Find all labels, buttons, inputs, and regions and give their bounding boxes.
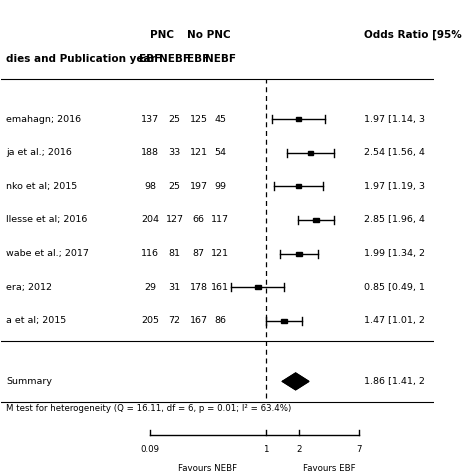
Text: 29: 29 [145, 283, 156, 292]
Text: 121: 121 [190, 148, 208, 157]
Text: 7: 7 [356, 445, 362, 454]
Text: 121: 121 [211, 249, 229, 258]
Text: 1.97 [1.14, 3: 1.97 [1.14, 3 [365, 115, 425, 124]
FancyBboxPatch shape [308, 151, 313, 155]
Text: 117: 117 [211, 216, 229, 225]
Text: EBF: EBF [187, 54, 210, 64]
Text: 125: 125 [190, 115, 208, 124]
FancyBboxPatch shape [295, 184, 301, 188]
Text: 33: 33 [168, 148, 181, 157]
Text: 1.86 [1.41, 2: 1.86 [1.41, 2 [365, 377, 425, 386]
Text: wabe et al.; 2017: wabe et al.; 2017 [6, 249, 89, 258]
Text: Favours NEBF: Favours NEBF [178, 465, 237, 474]
Text: EBF: EBF [139, 54, 162, 64]
Text: 1: 1 [263, 445, 269, 454]
Text: 1.97 [1.19, 3: 1.97 [1.19, 3 [365, 182, 425, 191]
FancyBboxPatch shape [313, 218, 319, 222]
Text: NEBF: NEBF [159, 54, 190, 64]
Text: 54: 54 [214, 148, 226, 157]
Text: 25: 25 [168, 115, 181, 124]
Text: dies and Publication year: dies and Publication year [6, 54, 156, 64]
Text: 127: 127 [165, 216, 183, 225]
FancyBboxPatch shape [282, 319, 287, 323]
Text: 1.99 [1.34, 2: 1.99 [1.34, 2 [365, 249, 425, 258]
Text: 137: 137 [141, 115, 159, 124]
FancyBboxPatch shape [296, 252, 302, 255]
Text: ja et al.; 2016: ja et al.; 2016 [6, 148, 72, 157]
Text: 188: 188 [141, 148, 159, 157]
Text: 2.85 [1.96, 4: 2.85 [1.96, 4 [365, 216, 425, 225]
Text: Summary: Summary [6, 377, 52, 386]
Text: 72: 72 [168, 316, 181, 325]
Text: 167: 167 [190, 316, 208, 325]
Text: 1.47 [1.01, 2: 1.47 [1.01, 2 [365, 316, 425, 325]
Text: 87: 87 [192, 249, 204, 258]
Text: PNC: PNC [150, 30, 174, 40]
Text: 178: 178 [190, 283, 208, 292]
Text: 99: 99 [214, 182, 226, 191]
Text: 86: 86 [214, 316, 226, 325]
Text: 25: 25 [168, 182, 181, 191]
Text: 2: 2 [296, 445, 302, 454]
Text: era; 2012: era; 2012 [6, 283, 52, 292]
Text: NEBF: NEBF [205, 54, 236, 64]
Text: Favours EBF: Favours EBF [303, 465, 356, 474]
Text: 0.85 [0.49, 1: 0.85 [0.49, 1 [365, 283, 425, 292]
Text: 197: 197 [190, 182, 208, 191]
Text: 205: 205 [141, 316, 159, 325]
Text: 31: 31 [168, 283, 181, 292]
Text: llesse et al; 2016: llesse et al; 2016 [6, 216, 88, 225]
Text: 0.09: 0.09 [140, 445, 160, 454]
Text: No PNC: No PNC [188, 30, 231, 40]
Text: emahagn; 2016: emahagn; 2016 [6, 115, 82, 124]
Polygon shape [283, 373, 309, 390]
Text: 45: 45 [214, 115, 226, 124]
Text: 204: 204 [141, 216, 159, 225]
FancyBboxPatch shape [255, 285, 261, 289]
Text: M test for heterogeneity (Q = 16.11, df = 6, p = 0.01; I² = 63.4%): M test for heterogeneity (Q = 16.11, df … [6, 404, 292, 413]
Text: Odds Ratio [95%: Odds Ratio [95% [365, 30, 462, 40]
Text: 98: 98 [145, 182, 156, 191]
Text: 66: 66 [192, 216, 204, 225]
Text: a et al; 2015: a et al; 2015 [6, 316, 66, 325]
Text: nko et al; 2015: nko et al; 2015 [6, 182, 77, 191]
Text: 2.54 [1.56, 4: 2.54 [1.56, 4 [365, 148, 425, 157]
Text: 116: 116 [141, 249, 159, 258]
Text: 161: 161 [211, 283, 229, 292]
FancyBboxPatch shape [295, 117, 301, 121]
Text: 81: 81 [168, 249, 181, 258]
